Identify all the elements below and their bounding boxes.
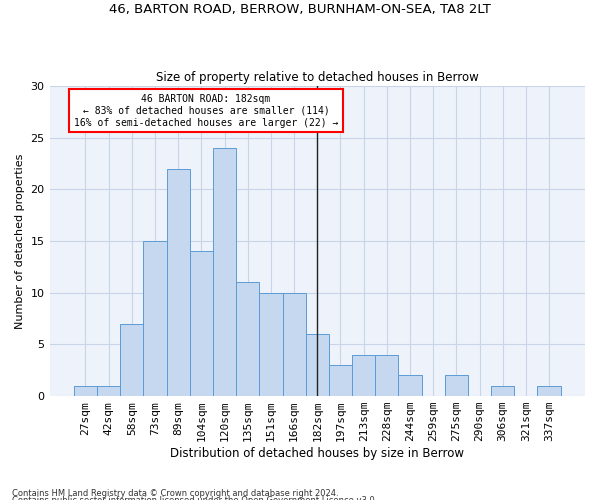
Text: Contains HM Land Registry data © Crown copyright and database right 2024.: Contains HM Land Registry data © Crown c… <box>12 488 338 498</box>
Bar <box>538 386 560 396</box>
Bar <box>74 386 97 396</box>
Bar <box>143 241 167 396</box>
Bar <box>398 376 422 396</box>
Bar <box>97 386 120 396</box>
Bar <box>491 386 514 396</box>
Text: Contains public sector information licensed under the Open Government Licence v3: Contains public sector information licen… <box>12 496 377 500</box>
Bar <box>120 324 143 396</box>
Text: 46 BARTON ROAD: 182sqm
← 83% of detached houses are smaller (114)
16% of semi-de: 46 BARTON ROAD: 182sqm ← 83% of detached… <box>74 94 338 128</box>
Bar <box>375 354 398 396</box>
Bar <box>213 148 236 396</box>
Bar <box>305 334 329 396</box>
Bar <box>190 252 213 396</box>
Title: Size of property relative to detached houses in Berrow: Size of property relative to detached ho… <box>156 70 479 84</box>
X-axis label: Distribution of detached houses by size in Berrow: Distribution of detached houses by size … <box>170 447 464 460</box>
Bar <box>283 292 305 396</box>
Text: 46, BARTON ROAD, BERROW, BURNHAM-ON-SEA, TA8 2LT: 46, BARTON ROAD, BERROW, BURNHAM-ON-SEA,… <box>109 2 491 16</box>
Y-axis label: Number of detached properties: Number of detached properties <box>15 154 25 329</box>
Bar <box>259 292 283 396</box>
Bar <box>329 365 352 396</box>
Bar <box>352 354 375 396</box>
Bar <box>236 282 259 396</box>
Bar <box>167 168 190 396</box>
Bar <box>445 376 468 396</box>
